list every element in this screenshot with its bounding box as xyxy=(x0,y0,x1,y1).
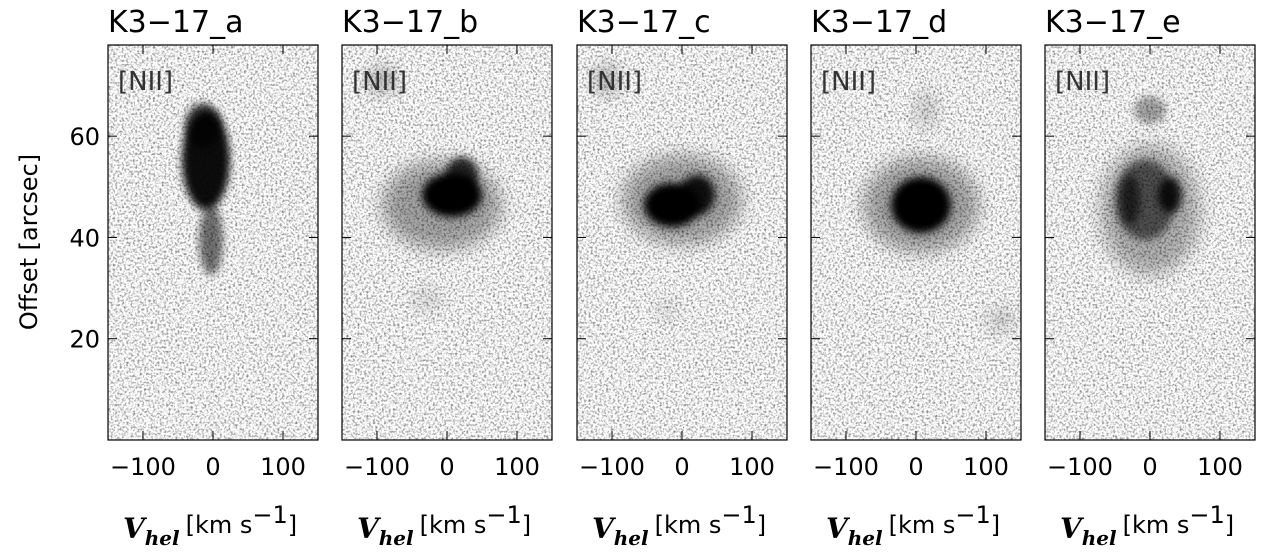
annotation: [NII] xyxy=(352,67,407,97)
emission xyxy=(1134,96,1166,124)
panel-title: K3−17_d xyxy=(811,5,947,40)
y-axis-label: Offset [arcsec] xyxy=(15,154,43,330)
emission xyxy=(863,157,979,253)
spectrum-image xyxy=(108,45,318,440)
x-label-unit: [km s xyxy=(889,511,956,539)
x-label-exponent: −1 xyxy=(486,501,521,529)
x-axis-label: Vhel [km s−1] xyxy=(123,501,297,550)
spectrum-image xyxy=(1045,45,1255,440)
x-label-close: ] xyxy=(1225,511,1234,539)
x-tick-label: 0 xyxy=(1142,453,1157,481)
y-tick-label: 20 xyxy=(69,326,100,354)
x-label-subscript: hel xyxy=(614,526,649,550)
x-axis-label: Vhel [km s−1] xyxy=(1060,501,1234,550)
x-label-subscript: hel xyxy=(1082,526,1117,550)
emission xyxy=(595,66,619,94)
x-tick-label: −100 xyxy=(110,453,176,481)
emission xyxy=(622,155,742,245)
annotation: [NII] xyxy=(587,67,642,97)
x-label-subscript: hel xyxy=(848,526,883,550)
emission xyxy=(657,300,677,320)
emission xyxy=(987,308,1015,332)
x-label-exponent: −1 xyxy=(1189,501,1224,529)
x-tick-label: 100 xyxy=(729,453,775,481)
x-label-symbol: V xyxy=(826,512,851,545)
x-label-unit: [km s xyxy=(420,511,487,539)
x-label-exponent: −1 xyxy=(955,501,990,529)
x-tick-label: −100 xyxy=(813,453,879,481)
x-label-symbol: V xyxy=(357,512,382,545)
x-label-unit: [km s xyxy=(186,511,253,539)
x-tick-label: 100 xyxy=(494,453,540,481)
x-label-exponent: −1 xyxy=(252,501,287,529)
x-label-subscript: hel xyxy=(379,526,414,550)
x-tick-label: 100 xyxy=(260,453,306,481)
x-label-unit: [km s xyxy=(655,511,722,539)
annotation: [NII] xyxy=(118,67,173,97)
spectrum-image xyxy=(342,45,552,440)
x-label-subscript: hel xyxy=(145,526,180,550)
y-tick-label: 60 xyxy=(69,123,100,151)
panel-title: K3−17_c xyxy=(577,5,711,40)
panel: K3−17_b [NII] −100 0 100 Vhel [km s−1] xyxy=(341,5,553,550)
x-axis-label: Vhel [km s−1] xyxy=(826,501,1000,550)
emission xyxy=(916,90,936,130)
emission xyxy=(368,68,396,92)
panel: K3−17_d [NII] −100 0 100 Vhel [km s−1] xyxy=(810,5,1022,550)
x-label-symbol: V xyxy=(1060,512,1085,545)
panel: K3−17_a [NII] −100 0 100 20 40 60 Offset [arcsec… xyxy=(15,5,319,550)
annotation: [NII] xyxy=(1055,67,1110,97)
panel: K3−17_c [NII] −100 0 100 Vhel [km s−1] xyxy=(576,5,788,550)
x-tick-label: −100 xyxy=(1047,453,1113,481)
x-tick-label: 0 xyxy=(205,453,220,481)
x-label-unit: [km s xyxy=(1123,511,1190,539)
x-label-symbol: V xyxy=(592,512,617,545)
emission xyxy=(382,160,502,250)
x-label-close: ] xyxy=(288,511,297,539)
panel-title: K3−17_e xyxy=(1045,5,1181,40)
x-axis-label: Vhel [km s−1] xyxy=(592,501,766,550)
x-tick-label: −100 xyxy=(579,453,645,481)
x-axis-label: Vhel [km s−1] xyxy=(357,501,531,550)
emission xyxy=(185,103,221,147)
x-tick-label: 100 xyxy=(1197,453,1243,481)
x-label-close: ] xyxy=(991,511,1000,539)
x-tick-label: 0 xyxy=(439,453,454,481)
x-tick-label: 100 xyxy=(963,453,1009,481)
x-label-close: ] xyxy=(757,511,766,539)
panel-title: K3−17_b xyxy=(342,5,478,40)
spectrum-image xyxy=(577,45,787,440)
x-tick-label: −100 xyxy=(344,453,410,481)
panel-title: K3−17_a xyxy=(108,5,243,40)
emission xyxy=(413,288,441,312)
panel: K3−17_e [NII] −100 0 100 Vhel [km s−1] xyxy=(1044,5,1256,550)
y-tick-label: 40 xyxy=(69,224,100,252)
x-label-symbol: V xyxy=(123,512,148,545)
x-label-close: ] xyxy=(522,511,531,539)
emission xyxy=(1100,145,1200,275)
spectrum-image xyxy=(811,45,1021,440)
emission xyxy=(199,205,223,275)
x-tick-label: 0 xyxy=(908,453,923,481)
x-tick-label: 0 xyxy=(674,453,689,481)
annotation: [NII] xyxy=(821,67,876,97)
x-label-exponent: −1 xyxy=(721,501,756,529)
